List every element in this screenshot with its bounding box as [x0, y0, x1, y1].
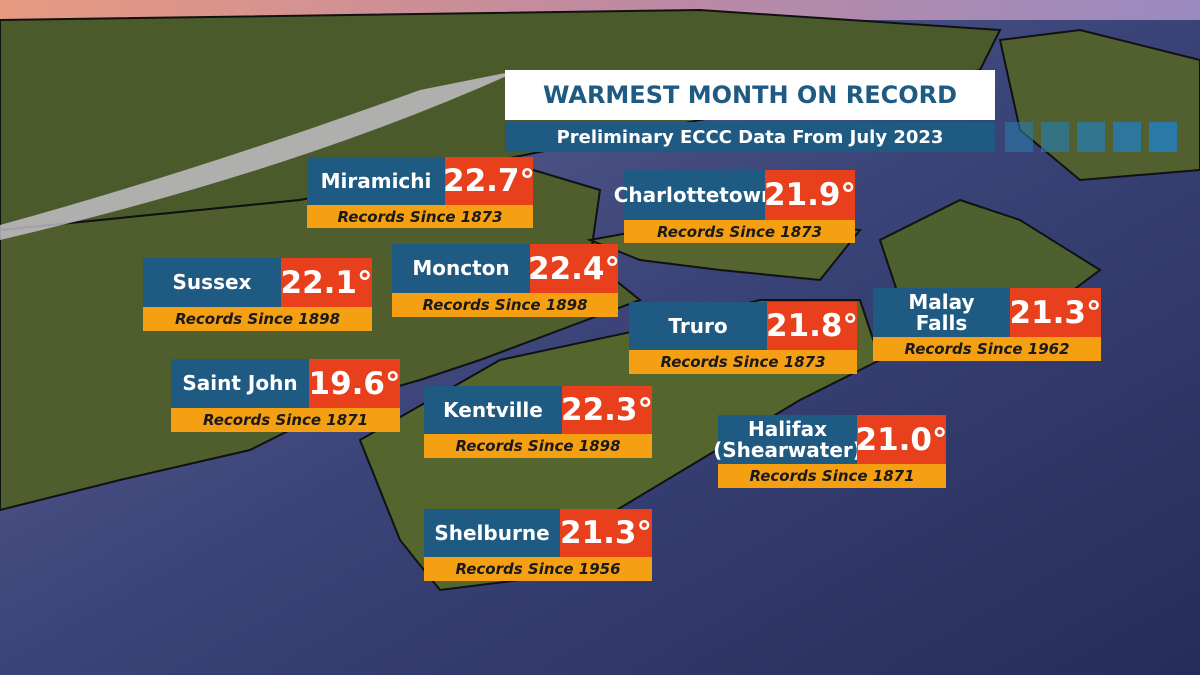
decor-square	[1149, 122, 1177, 152]
station-name-line: Saint John	[182, 371, 298, 395]
station-name-line: Truro	[668, 313, 728, 338]
station-name-line: (Shearwater)	[713, 437, 862, 462]
station-name-line: Sussex	[172, 270, 252, 294]
station-temp: 21.8°	[766, 302, 858, 350]
subtitle: Preliminary ECCC Data From July 2023	[505, 122, 995, 152]
station-records: Records Since 1873	[629, 350, 857, 374]
title: WARMEST MONTH ON RECORD	[505, 70, 995, 120]
station-records: Records Since 1898	[424, 434, 652, 458]
station-name: Saint John	[171, 359, 309, 408]
station-records: Records Since 1956	[424, 557, 652, 581]
station-name-line: Kentville	[443, 397, 543, 422]
station-name: Truro	[629, 302, 767, 350]
station-temp: 21.3°	[1010, 288, 1102, 337]
station-name: Halifax (Shearwater)	[713, 415, 862, 464]
station-records: Records Since 1898	[143, 307, 372, 331]
station-records: Records Since 1962	[873, 337, 1101, 361]
station-temp: 22.4°	[528, 244, 620, 293]
station-name-line: Shelburne	[434, 520, 550, 545]
station-temp: 19.6°	[309, 359, 401, 408]
station-temp: 21.9°	[764, 170, 856, 220]
station-name-line: Falls	[915, 310, 968, 335]
station-name-line: Charlottetown	[613, 182, 776, 207]
station-name: Charlottetown	[614, 170, 775, 220]
station-temp: 21.3°	[560, 509, 652, 557]
station-records: Records Since 1898	[392, 293, 618, 317]
station-name-line: Miramichi	[320, 168, 432, 193]
station-name: Malay Falls	[873, 288, 1010, 337]
station-name: Kentville	[424, 386, 562, 434]
station-name: Miramichi	[307, 157, 445, 205]
station-name-line: Moncton	[412, 256, 510, 280]
decor-square	[1005, 122, 1033, 152]
station-records: Records Since 1871	[171, 408, 400, 432]
station-name-line: Malay	[908, 289, 975, 314]
station-name-line: Halifax	[747, 416, 828, 441]
station-records: Records Since 1871	[718, 464, 946, 488]
station-name: Sussex	[143, 258, 281, 307]
decor-square	[1113, 122, 1141, 152]
station-temp: 21.0°	[856, 415, 948, 464]
station-records: Records Since 1873	[307, 205, 533, 228]
decor-square	[1077, 122, 1105, 152]
station-name: Shelburne	[424, 509, 560, 557]
station-name: Moncton	[392, 244, 530, 293]
station-temp: 22.1°	[281, 258, 373, 307]
station-temp: 22.7°	[443, 157, 535, 205]
station-temp: 22.3°	[561, 386, 653, 434]
station-records: Records Since 1873	[624, 220, 855, 243]
decor-square	[1041, 122, 1069, 152]
